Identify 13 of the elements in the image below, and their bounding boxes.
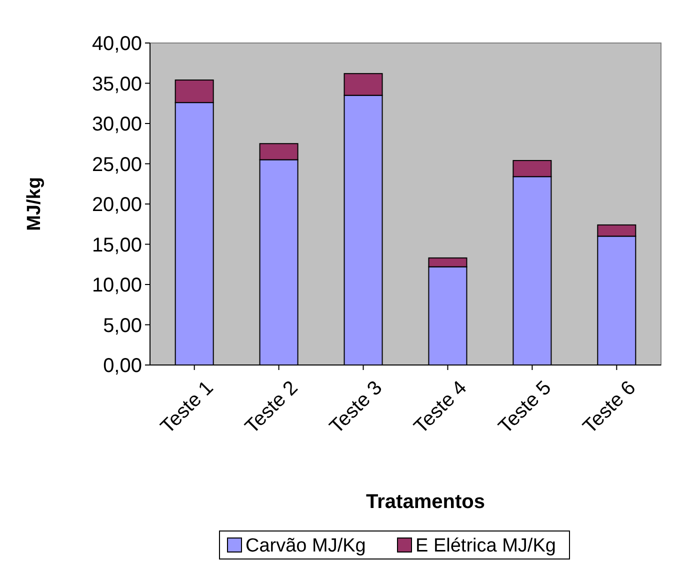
y-tick-label: 15,00 [92, 234, 142, 256]
y-tick-label: 0,00 [103, 355, 142, 377]
y-tick-label: 40,00 [92, 33, 142, 55]
legend-label: E Elétrica MJ/Kg [416, 536, 556, 557]
y-tick-label: 10,00 [92, 274, 142, 296]
y-tick-label: 35,00 [92, 73, 142, 96]
y-tick-label: 30,00 [92, 114, 142, 136]
x-axis-title: Tratamentos [366, 491, 485, 513]
y-tick-label: 20,00 [92, 194, 142, 216]
y-tick-label: 5,00 [103, 314, 142, 337]
y-axis-title: MJ/kg [24, 177, 45, 231]
y-tick-label: 25,00 [92, 154, 142, 176]
legend-label: Carvão MJ/Kg [246, 536, 366, 557]
